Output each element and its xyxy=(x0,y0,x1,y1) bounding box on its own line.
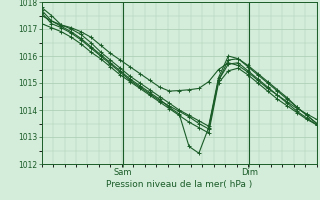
X-axis label: Pression niveau de la mer( hPa ): Pression niveau de la mer( hPa ) xyxy=(106,180,252,189)
